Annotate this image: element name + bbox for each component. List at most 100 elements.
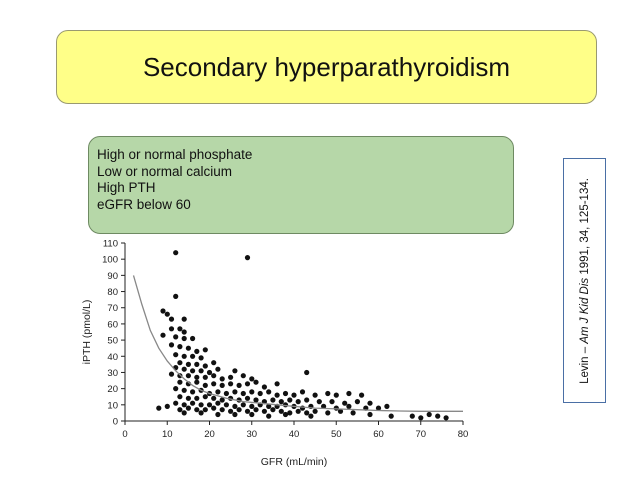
data-point: [232, 403, 238, 409]
data-point: [190, 400, 196, 406]
data-point: [266, 403, 272, 409]
data-point: [266, 413, 272, 419]
data-point: [249, 411, 255, 418]
y-tick-label: 110: [103, 239, 118, 250]
data-point: [257, 390, 263, 397]
data-point: [215, 389, 221, 395]
data-point: [367, 411, 373, 418]
data-point: [228, 381, 234, 387]
slide-title: Secondary hyperparathyroidism: [142, 51, 511, 82]
data-point: [215, 411, 221, 418]
data-point: [181, 366, 187, 372]
data-point: [443, 415, 449, 421]
data-point: [185, 373, 191, 379]
data-point: [177, 344, 183, 350]
fit-curve: [132, 275, 463, 412]
data-point: [190, 335, 196, 342]
data-point: [232, 389, 238, 395]
data-point: [244, 395, 251, 401]
y-tick-label: 20: [107, 384, 118, 395]
data-point: [375, 405, 382, 411]
data-point: [164, 403, 170, 409]
data-point: [177, 394, 183, 400]
data-point: [194, 379, 200, 385]
info-line: High PTH: [97, 180, 156, 195]
citation-journal: Am J Kid Dis: [578, 277, 591, 344]
data-point: [194, 348, 200, 354]
x-tick-label: 50: [331, 429, 342, 440]
data-point: [181, 329, 187, 335]
title-box: Secondary hyperparathyroidism: [56, 30, 597, 104]
x-tick-label: 60: [373, 429, 384, 440]
data-point: [409, 413, 415, 419]
data-point: [266, 389, 272, 395]
data-point: [185, 361, 191, 367]
data-point: [198, 368, 204, 374]
data-point: [325, 390, 331, 397]
data-point: [253, 407, 259, 413]
data-point: [206, 402, 213, 408]
y-tick-label: 10: [107, 400, 118, 411]
data-point: [177, 360, 183, 366]
info-line: Low or normal calcium: [97, 163, 233, 179]
x-axis-label: GFR (mL/min): [261, 456, 328, 468]
data-point: [168, 342, 175, 348]
data-point: [270, 407, 276, 413]
data-point: [287, 410, 293, 416]
data-point: [219, 397, 225, 403]
data-point: [240, 373, 246, 379]
data-point: [261, 408, 267, 414]
data-point: [223, 390, 229, 397]
data-point: [173, 386, 179, 392]
data-point: [278, 399, 284, 405]
data-point: [367, 400, 373, 406]
data-point: [160, 332, 166, 338]
y-axis-label: iPTH (pmol/L): [81, 300, 93, 365]
data-point: [236, 382, 242, 388]
y-tick-label: 60: [107, 319, 118, 330]
info-line: High or normal phosphate: [97, 147, 253, 162]
data-point: [211, 381, 217, 387]
y-tick-label: 70: [107, 303, 118, 314]
data-point: [274, 381, 280, 387]
data-point: [173, 293, 179, 299]
y-tick-label: 90: [107, 271, 118, 282]
data-point: [215, 366, 221, 372]
data-point: [278, 408, 284, 414]
data-point: [384, 403, 390, 409]
data-point: [202, 382, 208, 388]
data-point: [304, 369, 310, 376]
data-point: [202, 363, 208, 369]
data-point: [181, 353, 187, 359]
scatter-chart: 0 10 20 30 40 50 60 70 80 90 100 110 0 10 20 30 40 50 60 70…: [81, 239, 468, 469]
data-point: [253, 379, 259, 385]
data-point: [181, 410, 187, 416]
data-point: [215, 400, 221, 406]
data-point: [181, 387, 187, 393]
x-tick-label: 30: [246, 429, 257, 440]
y-tick-label: 0: [113, 417, 118, 428]
data-point: [329, 399, 335, 405]
data-point: [228, 374, 234, 380]
data-point: [244, 255, 251, 261]
data-point: [299, 405, 306, 411]
data-point: [177, 407, 183, 413]
x-tick-label: 10: [162, 429, 173, 440]
data-point: [211, 405, 217, 411]
y-tick-label: 40: [107, 352, 118, 363]
data-point: [244, 381, 251, 387]
x-tick-label: 70: [415, 429, 426, 440]
data-point: [190, 368, 196, 374]
data-point: [168, 316, 175, 322]
data-point: [173, 334, 179, 340]
data-point: [282, 390, 289, 397]
data-point: [198, 410, 204, 416]
citation: Levin – Am J Kid Dis 1991, 34, 125-134.: [579, 178, 591, 384]
y-tick-label: 50: [107, 336, 118, 347]
data-point: [388, 413, 394, 419]
data-point: [168, 371, 175, 377]
data-point: [202, 407, 208, 413]
data-point: [249, 376, 255, 382]
data-point: [299, 389, 306, 395]
y-tick-label: 80: [107, 287, 118, 298]
